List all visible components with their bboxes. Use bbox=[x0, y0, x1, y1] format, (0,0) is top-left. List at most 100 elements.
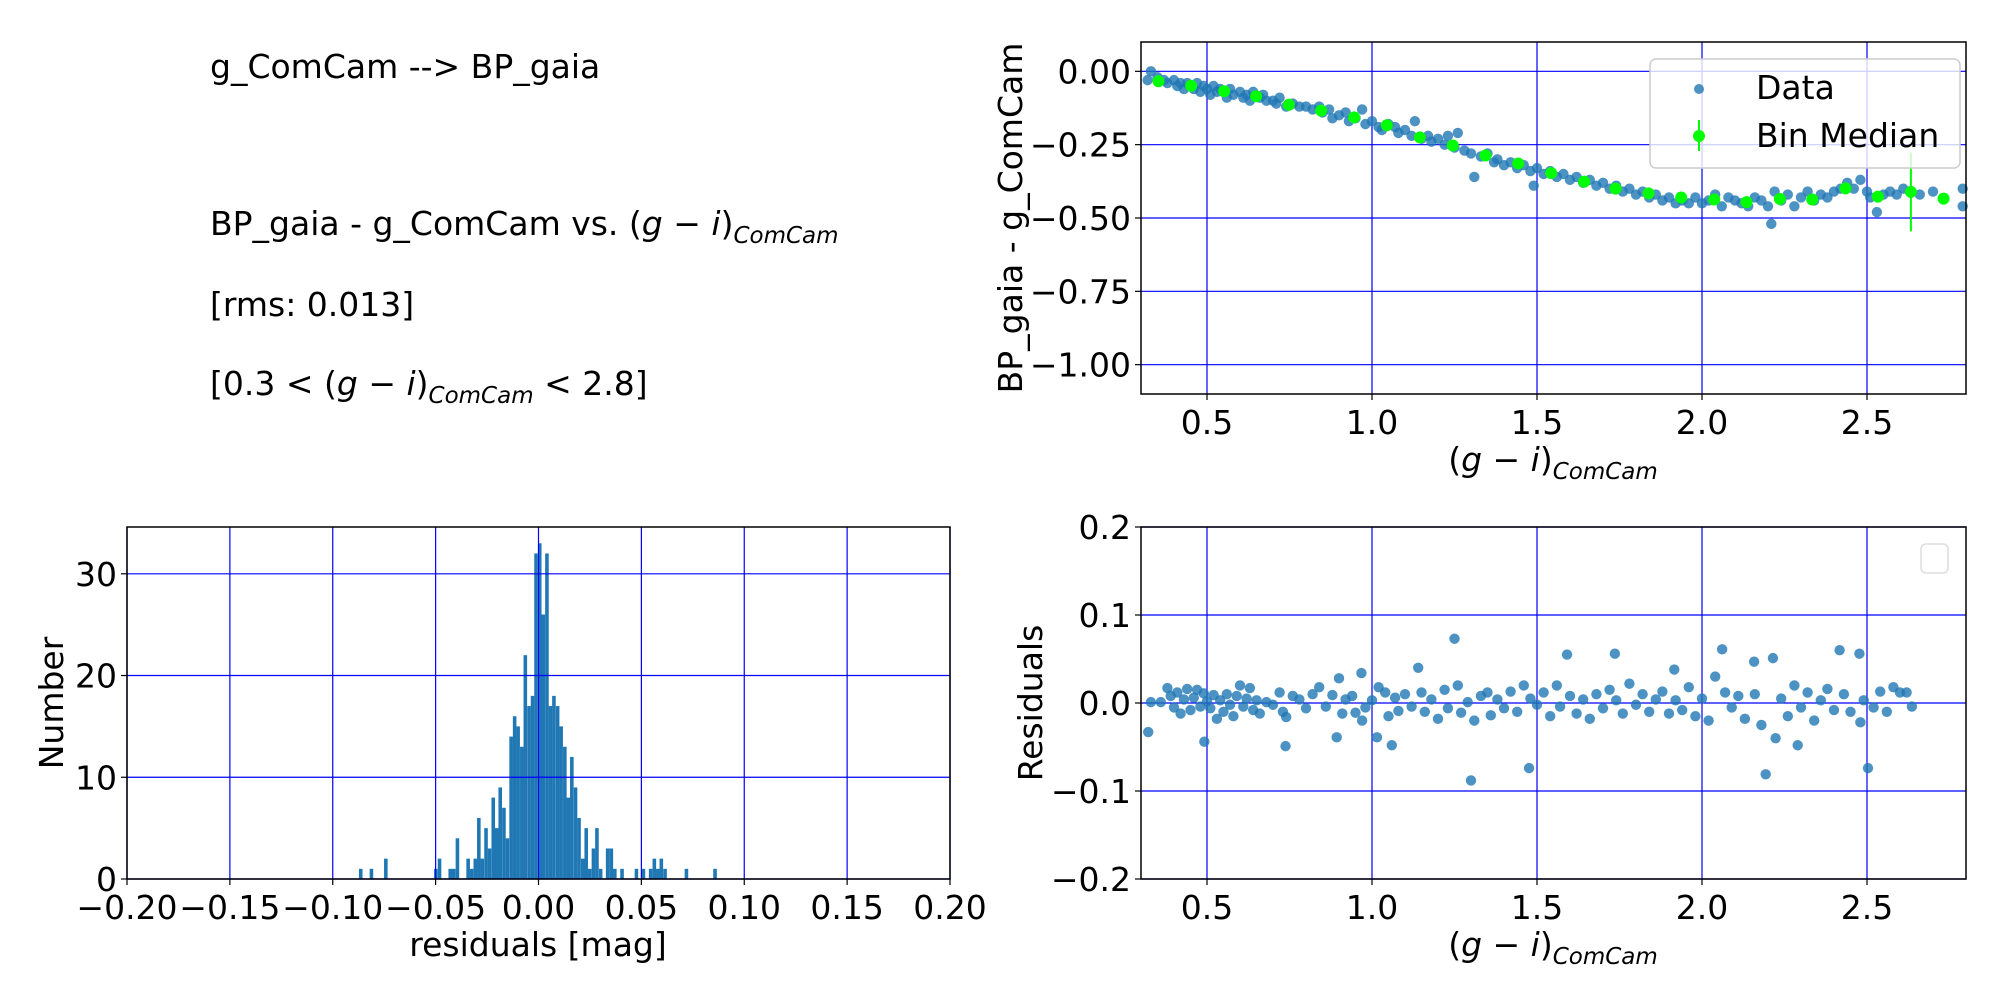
residual-point bbox=[1834, 645, 1845, 656]
legend-data-marker bbox=[1694, 84, 1704, 94]
residual-point bbox=[1485, 710, 1497, 721]
x-tick-label: 0.05 bbox=[605, 888, 678, 927]
residual-point bbox=[1683, 681, 1695, 693]
residuals-yticks: 0.2 0.1 0.0 −0.1 −0.2 bbox=[1051, 508, 1141, 899]
residual-point bbox=[1251, 695, 1262, 706]
fit-legend: Data Bin Median bbox=[1649, 58, 1961, 169]
bin-median-point bbox=[1773, 192, 1786, 205]
histogram-bar bbox=[491, 797, 496, 879]
residual-point bbox=[1234, 680, 1246, 691]
bin-median-point bbox=[1282, 98, 1295, 111]
bin-median-point bbox=[1740, 196, 1753, 209]
histogram-bar bbox=[469, 868, 474, 879]
data-point bbox=[1340, 107, 1351, 118]
residual-point bbox=[1244, 682, 1256, 694]
histogram-xlabel: residuals [mag] bbox=[409, 925, 667, 964]
y-tick-label: −0.75 bbox=[1030, 272, 1131, 311]
histogram-bar bbox=[587, 868, 592, 879]
residual-point bbox=[1782, 711, 1794, 722]
histogram-bar bbox=[384, 858, 388, 879]
range-color-minus: − bbox=[357, 364, 407, 403]
residual-point bbox=[1815, 695, 1827, 706]
bin-median-point bbox=[1545, 167, 1558, 180]
legend-bin-median-marker bbox=[1693, 130, 1705, 142]
histogram-bar bbox=[494, 828, 499, 879]
residual-point bbox=[1710, 671, 1721, 682]
bin-median-point bbox=[1708, 193, 1721, 206]
residual-point bbox=[1733, 690, 1744, 702]
residual-point bbox=[1389, 692, 1401, 703]
residual-point bbox=[1492, 694, 1503, 705]
residual-point bbox=[1307, 689, 1318, 700]
histogram-bar bbox=[509, 736, 513, 879]
y-tick-label: −0.50 bbox=[1030, 199, 1131, 238]
fit-subtitle: BP_gaia - g_ComCam vs. (g − i)ComCam bbox=[210, 204, 839, 249]
bin-median-point bbox=[1806, 193, 1819, 206]
bin-median-point bbox=[1348, 111, 1361, 124]
residual-point bbox=[1604, 684, 1615, 695]
histogram-bar bbox=[552, 695, 556, 879]
legend-data-label: Data bbox=[1756, 68, 1835, 107]
residual-point bbox=[1182, 683, 1193, 695]
x-tick-label: 1.5 bbox=[1511, 403, 1563, 442]
residual-point bbox=[1274, 687, 1285, 698]
residual-point bbox=[1465, 775, 1477, 786]
bin-median-point bbox=[1512, 157, 1525, 170]
residual-point bbox=[1809, 715, 1820, 726]
residual-point bbox=[1854, 648, 1865, 659]
residual-point bbox=[1739, 713, 1751, 725]
data-point bbox=[1452, 127, 1464, 139]
residual-point bbox=[1350, 707, 1361, 718]
histogram-bar bbox=[520, 746, 524, 879]
residual-point bbox=[1505, 686, 1516, 697]
residual-point bbox=[1767, 652, 1779, 664]
histogram-plot: −0.20 −0.15 −0.10 −0.05 0.00 0.05 0.10 0.15 0.20… bbox=[32, 526, 987, 964]
histogram-bar bbox=[498, 787, 503, 879]
color-subscript: ComCam bbox=[733, 223, 839, 249]
residual-point bbox=[1371, 732, 1383, 743]
histogram-bar bbox=[566, 797, 571, 879]
data-point bbox=[1762, 201, 1774, 212]
residual-point bbox=[1571, 708, 1582, 719]
residual-point bbox=[1221, 689, 1233, 700]
residual-point bbox=[1551, 680, 1563, 691]
fit-plot: 0.5 1.0 1.5 2.0 2.5 0.00 −0.25 −0.50 −0.75 −1.00… bbox=[991, 41, 1968, 485]
x-tick-label: 0.15 bbox=[810, 888, 883, 927]
histogram-bar bbox=[609, 848, 614, 879]
residual-point bbox=[1267, 699, 1279, 710]
histogram-bar bbox=[605, 848, 610, 879]
residual-point bbox=[1178, 694, 1190, 705]
range-color-subscript: ComCam bbox=[428, 383, 534, 409]
y-tick-label: −0.2 bbox=[1051, 860, 1131, 899]
residual-point bbox=[1360, 702, 1371, 713]
residual-point bbox=[1419, 706, 1431, 717]
residual-point bbox=[1300, 703, 1312, 714]
color-i: i bbox=[711, 204, 721, 243]
residual-point bbox=[1845, 706, 1856, 717]
histogram-bar bbox=[659, 858, 664, 879]
histogram-bar bbox=[523, 655, 528, 879]
residual-point bbox=[1591, 689, 1602, 700]
y-tick-label: 0.1 bbox=[1079, 596, 1131, 635]
residual-point bbox=[1644, 706, 1655, 717]
residual-point bbox=[1538, 687, 1549, 698]
residuals-marks bbox=[1143, 633, 1918, 786]
histogram-xticks: −0.20 −0.15 −0.10 −0.05 0.00 0.05 0.10 0.15 0.20 bbox=[76, 879, 987, 927]
data-point bbox=[1871, 206, 1883, 218]
histogram-bar bbox=[563, 746, 567, 879]
fit-legend-box bbox=[1649, 58, 1961, 169]
bin-median-point bbox=[1250, 90, 1263, 103]
bin-median-point bbox=[1578, 175, 1591, 188]
residual-point bbox=[1337, 708, 1348, 719]
x-tick-label: 0.10 bbox=[708, 888, 781, 927]
x-tick-label: −0.05 bbox=[385, 888, 486, 927]
residual-point bbox=[1224, 699, 1236, 710]
histogram-bar bbox=[634, 868, 639, 879]
histogram-bar bbox=[663, 868, 667, 879]
residual-point bbox=[1218, 706, 1229, 717]
residual-point bbox=[1663, 708, 1675, 719]
residual-point bbox=[1347, 690, 1358, 702]
residual-point bbox=[1380, 687, 1391, 698]
histogram-bar bbox=[545, 553, 549, 879]
